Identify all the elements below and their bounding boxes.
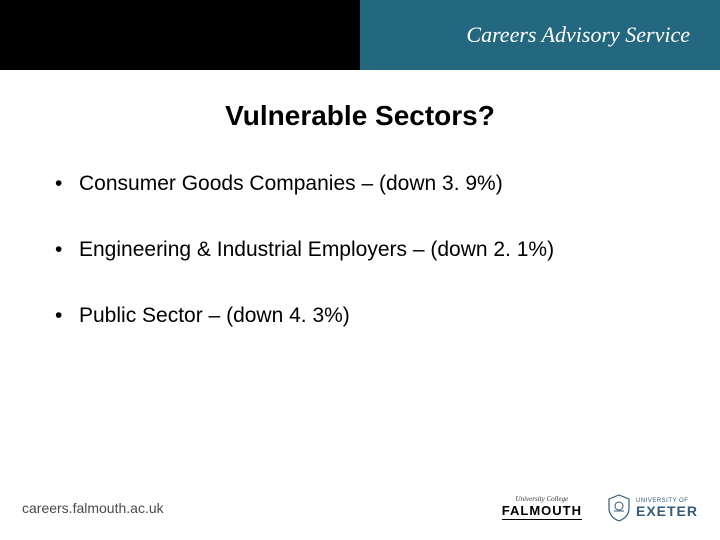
exeter-logo-text: EXETER <box>636 504 698 518</box>
footer-url: careers.falmouth.ac.uk <box>22 500 164 516</box>
falmouth-logo-subtitle: University College <box>516 496 569 503</box>
footer-logos: University College FALMOUTH UNIVERSITY O… <box>502 493 698 523</box>
header-service-name: Careers Advisory Service <box>466 22 690 48</box>
bullet-list: Consumer Goods Companies – (down 3. 9%) … <box>0 172 720 328</box>
falmouth-logo: University College FALMOUTH <box>502 496 582 520</box>
exeter-logo-text-block: UNIVERSITY OF EXETER <box>636 498 698 518</box>
list-item: Consumer Goods Companies – (down 3. 9%) <box>55 172 680 196</box>
footer: careers.falmouth.ac.uk University Colleg… <box>0 486 720 540</box>
slide-title: Vulnerable Sectors? <box>0 100 720 132</box>
falmouth-logo-underline <box>502 519 582 520</box>
header-black-strip <box>0 0 360 70</box>
exeter-logo: UNIVERSITY OF EXETER <box>606 493 698 523</box>
header-band: Careers Advisory Service <box>0 0 720 70</box>
list-item: Public Sector – (down 4. 3%) <box>55 304 680 328</box>
falmouth-logo-text: FALMOUTH <box>502 504 582 517</box>
exeter-crest-icon <box>606 493 632 523</box>
list-item: Engineering & Industrial Employers – (do… <box>55 238 680 262</box>
